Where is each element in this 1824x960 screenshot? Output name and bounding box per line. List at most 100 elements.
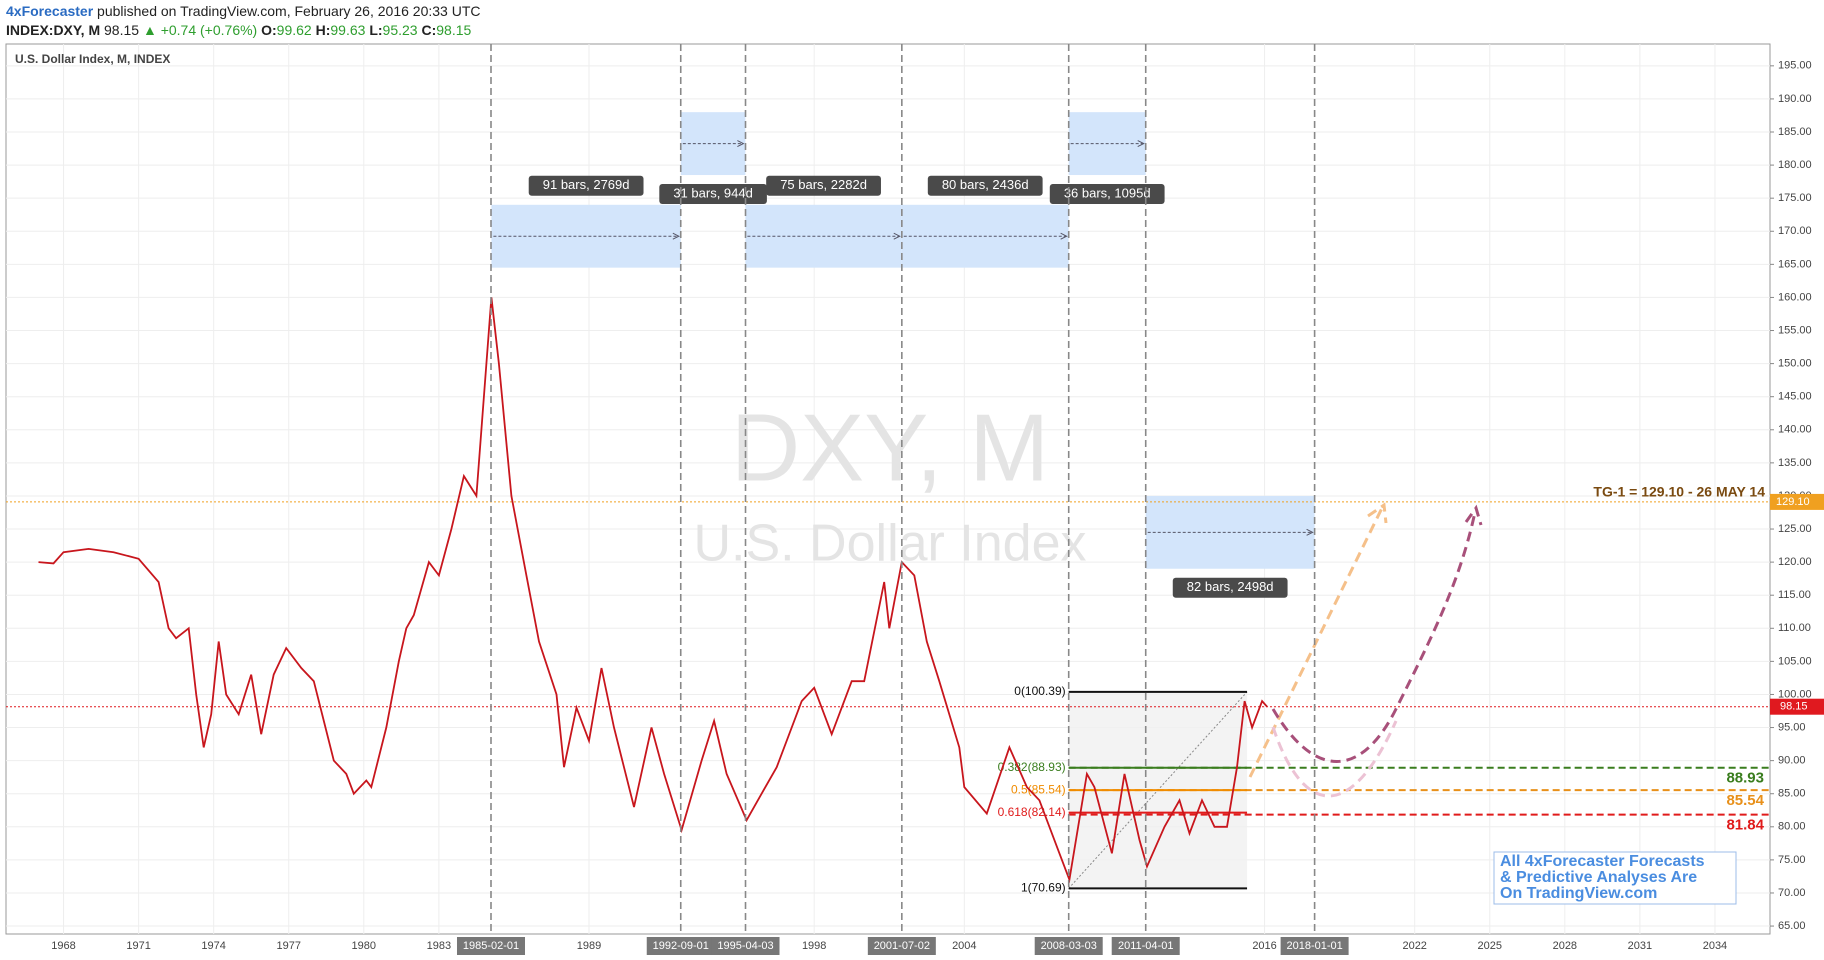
range-label-bg xyxy=(528,175,644,196)
x-tick-label: 1971 xyxy=(126,940,150,952)
marker-label-bg xyxy=(1280,937,1349,955)
y-tick-label: 95.00 xyxy=(1778,721,1806,733)
y-tick-label: 160.00 xyxy=(1778,291,1812,303)
label: O: xyxy=(261,22,277,38)
y-tick-label: 65.00 xyxy=(1778,920,1806,932)
header-line: 4xForecaster published on TradingView.co… xyxy=(6,2,480,21)
note-line: & Predictive Analyses Are xyxy=(1500,869,1697,886)
x-tick-label: 1974 xyxy=(201,940,225,952)
y-tick-label: 70.00 xyxy=(1778,887,1806,899)
x-tick-label: 2022 xyxy=(1402,940,1426,952)
range-arrow-head xyxy=(737,140,745,148)
tg-text: TG-1 = 129.10 - 26 MAY 14 xyxy=(1593,484,1765,500)
marker-label: 2018-01-01 xyxy=(1286,940,1342,952)
label: H: xyxy=(315,22,331,38)
y-tick-label: 195.00 xyxy=(1778,60,1812,72)
range-label-bg xyxy=(1049,184,1165,205)
marker-label: 1992-09-01 xyxy=(653,940,709,952)
y-tick-label: 115.00 xyxy=(1778,589,1811,601)
target-label: 88.93 xyxy=(1726,770,1764,787)
x-tick-label: 1983 xyxy=(427,940,451,952)
note-line: All 4xForecaster Forecasts xyxy=(1500,853,1705,870)
y-tick-label: 90.00 xyxy=(1778,755,1806,767)
y-tick-label: 175.00 xyxy=(1778,192,1812,204)
y-tick-label: 75.00 xyxy=(1778,854,1806,866)
y-tick-label: 125.00 xyxy=(1778,523,1812,535)
marker-label: 2008-03-03 xyxy=(1041,940,1097,952)
y-tick-label: 85.00 xyxy=(1778,788,1806,800)
tg-tag: 129.10 xyxy=(1776,496,1810,508)
marker-label-bg xyxy=(711,937,780,955)
label: C: xyxy=(421,22,437,38)
range-label-bg xyxy=(927,175,1043,196)
last-price-tag: 98.15 xyxy=(1780,701,1808,713)
tg-tag-bg xyxy=(1770,493,1824,510)
high: 99.63 xyxy=(330,22,366,38)
author[interactable]: 4xForecaster xyxy=(6,3,94,19)
x-tick-label: 2034 xyxy=(1703,940,1727,952)
marker-label-bg xyxy=(646,937,715,955)
x-tick-label: 2031 xyxy=(1628,940,1652,952)
x-tick-label: 2025 xyxy=(1478,940,1502,952)
y-tick-label: 100.00 xyxy=(1778,688,1812,700)
marker-label: 2001-07-02 xyxy=(874,940,930,952)
y-tick-label: 180.00 xyxy=(1778,159,1812,171)
range-arrow-head xyxy=(893,232,901,240)
range-arrow-head xyxy=(1060,232,1068,240)
y-tick-label: 80.00 xyxy=(1778,821,1806,833)
label: L: xyxy=(369,22,383,38)
range-label-bg xyxy=(659,184,767,205)
y-tick-label: 140.00 xyxy=(1778,424,1812,436)
range-label-bg xyxy=(1172,577,1288,598)
range-label: 75 bars, 2282d xyxy=(780,177,867,192)
y-tick-label: 105.00 xyxy=(1778,655,1812,667)
x-tick-label: 1989 xyxy=(577,940,601,952)
forecast-arrow xyxy=(1271,504,1483,763)
y-tick-label: 145.00 xyxy=(1778,391,1812,403)
last-price-tag-bg xyxy=(1770,698,1824,715)
symbol: INDEX:DXY, M xyxy=(6,22,101,38)
range-label: 31 bars, 944d xyxy=(673,185,753,200)
marker-label-bg xyxy=(1111,937,1180,955)
x-tick-label: 1998 xyxy=(802,940,826,952)
marker-label-bg xyxy=(1034,937,1103,955)
note-line: On TradingView.com xyxy=(1500,885,1657,902)
close: 98.15 xyxy=(436,22,472,38)
y-tick-label: 165.00 xyxy=(1778,258,1812,270)
range-arrow-head xyxy=(1306,528,1314,536)
marker-label-bg xyxy=(456,937,525,955)
marker-label: 1995-04-03 xyxy=(717,940,773,952)
note-box xyxy=(1493,851,1737,905)
y-tick-label: 135.00 xyxy=(1778,457,1812,469)
y-tick-label: 155.00 xyxy=(1778,324,1812,336)
grid xyxy=(6,44,1770,934)
range-label: 82 bars, 2498d xyxy=(1187,579,1274,594)
target-label: 81.84 xyxy=(1726,817,1764,834)
range-label: 36 bars, 1095d xyxy=(1064,185,1151,200)
y-tick-label: 110.00 xyxy=(1778,622,1811,634)
plot-border xyxy=(5,43,1771,935)
fib-label: 0(100.39) xyxy=(1014,684,1065,698)
header-line: INDEX:DXY, M 98.15 ▲ +0.74 (+0.76%) O: 99… xyxy=(6,21,480,40)
marker-label: 1985-02-01 xyxy=(463,940,519,952)
x-tick-label: 1980 xyxy=(352,940,376,952)
header: 4xForecaster published on TradingView.co… xyxy=(6,2,480,40)
y-tick-label: 170.00 xyxy=(1778,225,1812,237)
chart-title: U.S. Dollar Index, M, INDEX xyxy=(15,52,170,66)
published: published on TradingView.com, February 2… xyxy=(93,3,481,19)
price-line xyxy=(38,297,1268,884)
forecast-arrow xyxy=(1248,502,1388,778)
range-label: 80 bars, 2436d xyxy=(942,177,1029,192)
range-arrow-head xyxy=(672,232,680,240)
marker-label-bg xyxy=(867,937,936,955)
change: ▲ +0.74 (+0.76%) xyxy=(142,22,258,38)
x-tick-label: 1968 xyxy=(51,940,75,952)
y-tick-label: 120.00 xyxy=(1778,556,1812,568)
range-label-bg xyxy=(766,175,881,196)
y-tick-label: 185.00 xyxy=(1778,126,1812,138)
x-tick-label: 2016 xyxy=(1252,940,1276,952)
fib-label: 0.618(82.14) xyxy=(998,805,1066,819)
last: 98.15 xyxy=(104,22,140,38)
